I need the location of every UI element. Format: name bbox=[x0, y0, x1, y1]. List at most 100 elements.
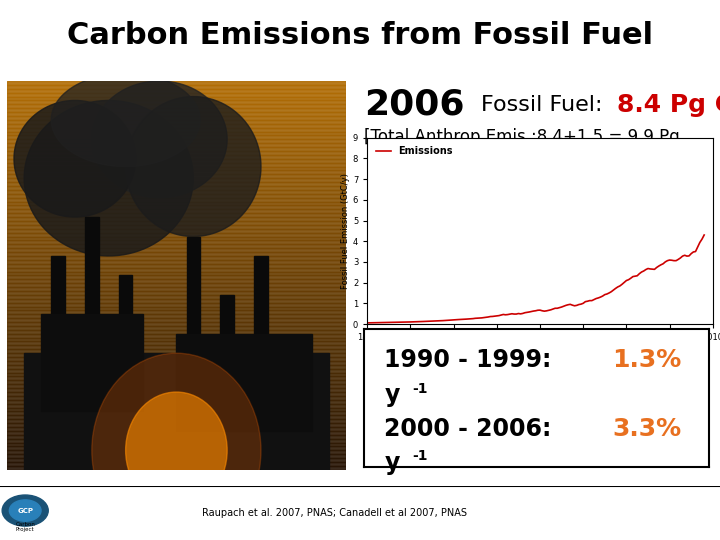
Bar bbox=[7, 283, 346, 287]
Polygon shape bbox=[126, 97, 261, 237]
Bar bbox=[7, 217, 346, 221]
Bar bbox=[7, 415, 346, 419]
Bar bbox=[7, 404, 346, 408]
Bar bbox=[7, 93, 346, 97]
Bar bbox=[7, 419, 346, 423]
Text: Raupach et al. 2007, PNAS; Canadell et al 2007, PNAS: Raupach et al. 2007, PNAS; Canadell et a… bbox=[202, 508, 467, 518]
Text: Carbon
Project: Carbon Project bbox=[15, 522, 35, 532]
Bar bbox=[7, 380, 346, 384]
Bar bbox=[7, 307, 346, 310]
Bar bbox=[7, 244, 346, 248]
Bar bbox=[24, 353, 328, 470]
Bar bbox=[7, 85, 346, 89]
Bar bbox=[7, 427, 346, 431]
Bar bbox=[7, 447, 346, 450]
Bar bbox=[7, 275, 346, 279]
Bar bbox=[7, 454, 346, 458]
Text: -1: -1 bbox=[412, 449, 428, 463]
Bar bbox=[7, 139, 346, 143]
Bar bbox=[7, 423, 346, 427]
Bar bbox=[7, 353, 346, 357]
Bar bbox=[7, 392, 346, 396]
Bar bbox=[7, 229, 346, 233]
Bar bbox=[7, 388, 346, 392]
Emissions bbox=[557, 304, 566, 310]
Bar bbox=[7, 108, 346, 112]
Bar bbox=[7, 155, 346, 159]
Circle shape bbox=[9, 500, 41, 521]
Bar bbox=[7, 127, 346, 132]
Bar bbox=[7, 182, 346, 186]
Bar bbox=[7, 124, 346, 127]
Text: y: y bbox=[384, 451, 400, 475]
Bar bbox=[119, 275, 132, 470]
Bar bbox=[7, 89, 346, 93]
Bar bbox=[7, 431, 346, 435]
Text: 3.3%: 3.3% bbox=[613, 416, 682, 441]
Bar bbox=[7, 100, 346, 104]
Bar bbox=[7, 81, 346, 85]
Bar bbox=[7, 279, 346, 283]
Text: y: y bbox=[384, 383, 400, 408]
Emissions bbox=[380, 319, 389, 326]
Bar bbox=[51, 256, 65, 470]
Bar bbox=[7, 314, 346, 318]
Bar bbox=[7, 205, 346, 210]
Bar bbox=[7, 411, 346, 415]
Bar bbox=[7, 287, 346, 291]
Emissions bbox=[374, 320, 382, 326]
Bar bbox=[7, 237, 346, 240]
Text: 1.3%: 1.3% bbox=[613, 348, 682, 372]
Bar bbox=[7, 443, 346, 447]
Bar bbox=[7, 318, 346, 322]
Bar bbox=[41, 314, 143, 411]
Bar bbox=[7, 322, 346, 326]
Bar bbox=[7, 252, 346, 256]
Bar bbox=[7, 210, 346, 213]
Bar bbox=[7, 116, 346, 120]
Line: Emissions: Emissions bbox=[367, 235, 704, 323]
Bar bbox=[7, 163, 346, 166]
Bar bbox=[7, 97, 346, 100]
Bar bbox=[254, 256, 268, 470]
Text: Fossil Fuel:: Fossil Fuel: bbox=[481, 94, 603, 115]
Bar bbox=[7, 171, 346, 174]
Bar bbox=[7, 260, 346, 264]
Polygon shape bbox=[92, 81, 227, 198]
Bar bbox=[7, 466, 346, 470]
Emissions bbox=[454, 316, 462, 323]
Bar bbox=[7, 326, 346, 330]
Text: [Total Anthrop.Emis.:8.4+1.5 = 9.9 Pg: [Total Anthrop.Emis.:8.4+1.5 = 9.9 Pg bbox=[364, 129, 680, 146]
Bar bbox=[7, 264, 346, 268]
Text: 2006: 2006 bbox=[364, 88, 464, 122]
Bar bbox=[7, 438, 346, 443]
Circle shape bbox=[91, 353, 261, 540]
Emissions bbox=[635, 271, 644, 277]
Bar bbox=[7, 400, 346, 404]
Bar bbox=[7, 120, 346, 124]
Bar bbox=[7, 310, 346, 314]
Circle shape bbox=[125, 392, 227, 509]
Bar bbox=[7, 198, 346, 201]
Bar bbox=[7, 194, 346, 198]
Bar bbox=[7, 240, 346, 244]
Bar bbox=[7, 357, 346, 361]
Text: -1: -1 bbox=[412, 382, 428, 396]
Polygon shape bbox=[51, 73, 200, 166]
Emissions bbox=[363, 320, 372, 326]
Bar bbox=[7, 221, 346, 225]
Bar bbox=[7, 341, 346, 346]
Bar bbox=[7, 361, 346, 365]
Bar bbox=[7, 435, 346, 438]
Text: GCP: GCP bbox=[17, 508, 33, 514]
Bar bbox=[7, 291, 346, 295]
Bar bbox=[7, 143, 346, 147]
Bar bbox=[7, 268, 346, 272]
Bar bbox=[7, 346, 346, 349]
Bar bbox=[7, 349, 346, 353]
Bar bbox=[7, 396, 346, 400]
Bar bbox=[7, 186, 346, 190]
Text: 8.4 Pg C: 8.4 Pg C bbox=[617, 93, 720, 117]
Bar bbox=[7, 462, 346, 466]
Bar bbox=[7, 213, 346, 217]
